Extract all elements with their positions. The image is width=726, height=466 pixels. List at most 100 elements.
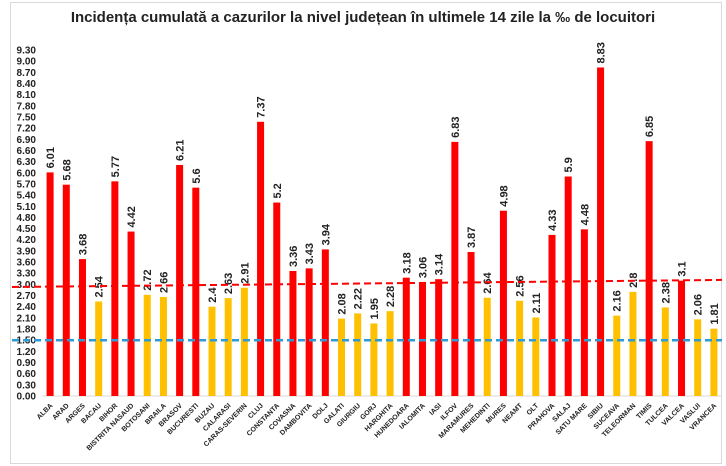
- data-label: 6.83: [450, 116, 462, 137]
- data-label: 3.68: [77, 234, 89, 255]
- y-tick-label: 9.30: [17, 46, 37, 57]
- bar-bacau: [95, 301, 103, 396]
- bar-calarasi: [224, 298, 232, 396]
- y-tick-label: 0.00: [17, 392, 37, 403]
- bar-mures: [499, 210, 507, 396]
- bar-constanta: [273, 202, 281, 396]
- y-tick-label: 9.00: [17, 57, 37, 68]
- y-tick-label: 7.50: [17, 112, 37, 123]
- bar-valcea: [678, 280, 686, 396]
- data-label: 5.2: [272, 183, 284, 198]
- data-label: 2.4: [207, 287, 219, 303]
- bar-bucuresti: [192, 187, 200, 396]
- data-label: 3.18: [401, 252, 413, 273]
- data-label: 3.94: [320, 223, 332, 245]
- data-label: 2.08: [337, 293, 349, 314]
- bar-braila: [159, 297, 167, 396]
- data-label: 2.72: [142, 269, 154, 290]
- y-tick-label: 1.80: [17, 325, 37, 336]
- data-label: 6.01: [45, 147, 57, 168]
- y-tick-label: 6.90: [17, 135, 37, 146]
- y-tick-label: 3.60: [17, 258, 37, 269]
- bar-bistrita-nasaud: [127, 231, 135, 396]
- y-tick-label: 0.90: [17, 358, 37, 369]
- bar-gorj: [370, 323, 378, 396]
- y-tick-label: 4.20: [17, 235, 37, 246]
- bar-timis: [645, 141, 653, 396]
- data-label: 5.68: [61, 159, 73, 180]
- data-label: 3.06: [417, 257, 429, 278]
- bar-prahova: [548, 234, 556, 396]
- bar-brasov: [176, 164, 184, 396]
- data-label: 3.1: [677, 261, 689, 276]
- data-label: 2.11: [531, 293, 543, 314]
- y-tick-label: 2.10: [17, 313, 37, 324]
- data-label: 2.16: [612, 290, 624, 311]
- bar-arad: [62, 184, 70, 396]
- data-label: 4.42: [126, 206, 138, 227]
- data-label: 4.33: [547, 209, 559, 230]
- data-label: 3.87: [466, 227, 478, 248]
- bar-bihor: [111, 181, 119, 396]
- bar-hunedoara: [402, 277, 410, 396]
- bar-caras-severin: [240, 287, 248, 396]
- bar-olt: [532, 317, 540, 396]
- y-tick-label: 7.20: [17, 124, 37, 135]
- bar-satu-mare: [580, 229, 588, 396]
- data-label: 2.56: [515, 275, 527, 296]
- data-label: 6.21: [175, 140, 187, 161]
- bar-teleorman: [629, 291, 637, 396]
- data-label: 3.43: [304, 243, 316, 264]
- data-label: 2.06: [693, 294, 705, 315]
- bar-suceava: [613, 315, 621, 396]
- y-tick-label: 0.60: [17, 369, 37, 380]
- y-tick-label: 1.20: [17, 347, 37, 358]
- y-tick-label: 8.70: [17, 68, 37, 79]
- bar-salaj: [564, 176, 572, 396]
- bar-botosani: [143, 294, 151, 396]
- data-label: 3.14: [434, 253, 446, 275]
- y-tick-label: 7.80: [17, 101, 37, 112]
- y-tick-label: 2.40: [17, 302, 37, 313]
- data-label: 7.37: [256, 96, 268, 117]
- data-label: 2.91: [239, 262, 251, 283]
- y-tick-label: 8.10: [17, 90, 37, 101]
- bar-sibiu: [597, 67, 605, 396]
- bar-buzau: [208, 306, 216, 396]
- bar-vrancea: [710, 328, 718, 396]
- data-label: 6.85: [644, 116, 656, 137]
- bar-vaslui: [694, 319, 702, 396]
- y-tick-label: 8.40: [17, 79, 37, 90]
- bar-harghita: [386, 311, 394, 396]
- y-tick-label: 5.10: [17, 202, 37, 213]
- threshold-line: [11, 278, 723, 288]
- bar-alba: [46, 172, 54, 396]
- data-label: 2.38: [660, 282, 672, 303]
- data-label: 2.28: [385, 286, 397, 307]
- y-tick-label: 4.80: [17, 213, 37, 224]
- bar-mehedinti: [483, 297, 491, 396]
- bar-dolj: [321, 249, 329, 396]
- bar-iasi: [435, 279, 443, 396]
- data-label: 8.83: [596, 42, 608, 63]
- y-tick-label: 6.30: [17, 157, 37, 168]
- data-label: 5.9: [563, 157, 575, 172]
- y-tick-label: 0.30: [17, 380, 37, 391]
- data-label: 4.48: [579, 204, 591, 225]
- y-tick-label: 3.00: [17, 280, 37, 291]
- y-tick-label: 2.70: [17, 291, 37, 302]
- chart-title: Incidența cumulată a cazurilor la nivel …: [70, 9, 656, 26]
- y-tick-label: 3.30: [17, 269, 37, 280]
- y-tick-label: 6.00: [17, 168, 37, 179]
- bar-neamt: [516, 300, 524, 396]
- data-label: 5.6: [191, 168, 203, 183]
- data-label: 1.81: [709, 303, 721, 324]
- data-label: 2.66: [158, 272, 170, 293]
- bar-maramures: [467, 252, 475, 396]
- y-tick-label: 5.70: [17, 179, 37, 190]
- data-label: 1.95: [369, 298, 381, 319]
- data-label: 3.36: [288, 246, 300, 267]
- y-tick-label: 3.90: [17, 246, 37, 257]
